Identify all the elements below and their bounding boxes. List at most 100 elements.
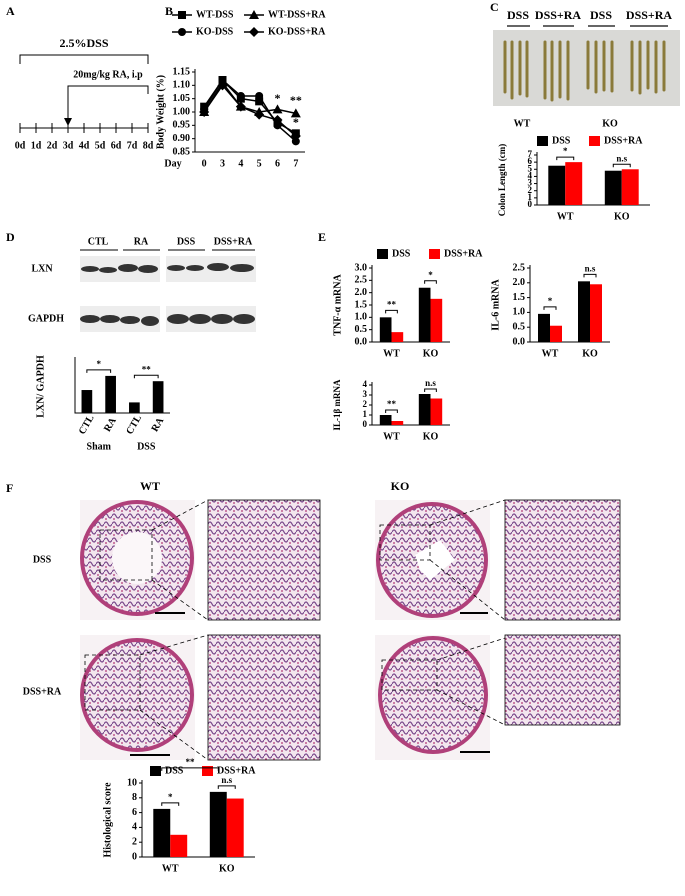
bar	[590, 284, 602, 342]
significance-bracket	[612, 163, 631, 168]
bracket	[19, 54, 149, 64]
y-tick-label: 6	[528, 156, 533, 166]
condition-label: DSS+RA	[23, 686, 62, 697]
legend-label: DSS	[552, 135, 571, 146]
marker	[290, 131, 301, 141]
bar	[152, 381, 164, 413]
bar	[226, 798, 244, 857]
legend-label: DSS+RA	[444, 248, 483, 259]
y-tick-label: 1.10	[173, 80, 191, 91]
x-tick-label: CTL	[124, 413, 144, 437]
x-tick-label: WT	[557, 211, 574, 222]
annotation: n.s	[425, 378, 436, 388]
genotype-label: KO	[602, 118, 618, 129]
group-label: DSS	[590, 8, 612, 22]
x-tick-label: WT	[383, 431, 400, 442]
treatment-label: 20mg/kg RA, i.p	[73, 69, 143, 80]
x-axis-label: Day	[164, 158, 181, 169]
y-tick-label: 1.0	[513, 307, 526, 318]
bar	[550, 325, 562, 342]
day-label: 8d	[143, 140, 154, 151]
significance-bracket	[543, 306, 557, 310]
day-label: 5d	[95, 140, 106, 151]
bar	[418, 394, 431, 425]
y-axis-label: Histological score	[102, 782, 113, 858]
y-tick-label: 2.5	[355, 275, 368, 286]
marker	[199, 107, 210, 117]
legend-swatch	[150, 766, 161, 776]
genotype-label: WT	[140, 479, 160, 493]
bracket	[67, 85, 149, 120]
marker	[236, 92, 245, 100]
significance-bracket	[583, 273, 597, 278]
annotation: *	[97, 359, 102, 369]
marker	[217, 80, 228, 91]
day-label: 4d	[79, 140, 90, 151]
arrow	[64, 118, 72, 126]
y-tick-label: 6	[132, 807, 137, 818]
group-label: Sham	[87, 441, 112, 452]
bar	[379, 415, 392, 425]
legend-label: DSS	[165, 765, 184, 776]
marker	[273, 121, 282, 130]
day-label: 7d	[127, 140, 138, 151]
bar	[391, 332, 404, 342]
y-tick-label: 0.0	[355, 336, 368, 347]
significance-bracket	[424, 388, 437, 392]
bar	[430, 398, 443, 425]
legend-swatch	[537, 136, 548, 146]
legend-label: DSS	[392, 248, 411, 259]
group-label: DSS+RA	[535, 8, 582, 22]
significance-bracket	[424, 280, 437, 284]
y-tick-label: 0	[528, 199, 533, 209]
y-tick-label: 3	[363, 389, 368, 399]
x-tick-label: RA	[102, 415, 119, 434]
day-label: 2d	[47, 140, 58, 151]
western-blot	[80, 249, 256, 332]
marker	[290, 108, 301, 118]
y-tick-label: 0.5	[355, 324, 368, 335]
bar	[391, 421, 404, 425]
annotation: **	[142, 364, 152, 374]
y-tick-label: 7	[528, 149, 533, 159]
bar	[170, 834, 188, 857]
annotation: *	[293, 115, 299, 129]
histology-images	[80, 499, 621, 761]
x-tick-label: KO	[219, 863, 235, 874]
annotation: **	[290, 93, 302, 107]
legend-label: WT-DSS+RA	[268, 9, 326, 20]
y-tick-label: 2.0	[355, 287, 368, 298]
group-label: DSS	[137, 441, 156, 452]
x-tick-label: WT	[162, 863, 179, 874]
bar	[430, 298, 443, 342]
y-tick-label: 1.5	[513, 292, 526, 303]
significance-bracket	[86, 369, 112, 373]
significance-bracket	[385, 309, 398, 314]
y-tick-label: 3	[528, 178, 533, 188]
legend-label: DSS+RA	[217, 765, 256, 776]
protein-label: GAPDH	[28, 313, 64, 324]
marker	[272, 104, 283, 114]
x-tick-label: KO	[614, 211, 630, 222]
treatment-label: 2.5%DSS	[59, 36, 108, 50]
y-tick-label: 1.15	[173, 66, 191, 77]
x-tick-label: 5	[257, 158, 262, 169]
x-tick-label: RA	[150, 415, 167, 434]
group-label: CTL	[88, 236, 109, 247]
y-tick-label: 2	[528, 185, 533, 195]
y-tick-label: 3.0	[355, 262, 368, 273]
y-tick-label: 0.90	[173, 133, 191, 144]
y-tick-label: 2	[132, 836, 137, 847]
genotype-label: KO	[391, 479, 410, 493]
marker	[291, 137, 300, 146]
x-tick-label: KO	[582, 348, 598, 359]
x-tick-label: 0	[202, 158, 207, 169]
y-tick-label: 1	[528, 192, 533, 202]
protein-label: LXN	[31, 263, 53, 274]
x-tick-label: KO	[423, 348, 439, 359]
legend-swatch	[589, 136, 600, 146]
annotation: n.s	[221, 775, 232, 785]
y-axis-label: TNF-α mRNA	[332, 274, 343, 336]
group-label: DSS	[177, 236, 196, 247]
significance-bracket	[133, 374, 159, 379]
